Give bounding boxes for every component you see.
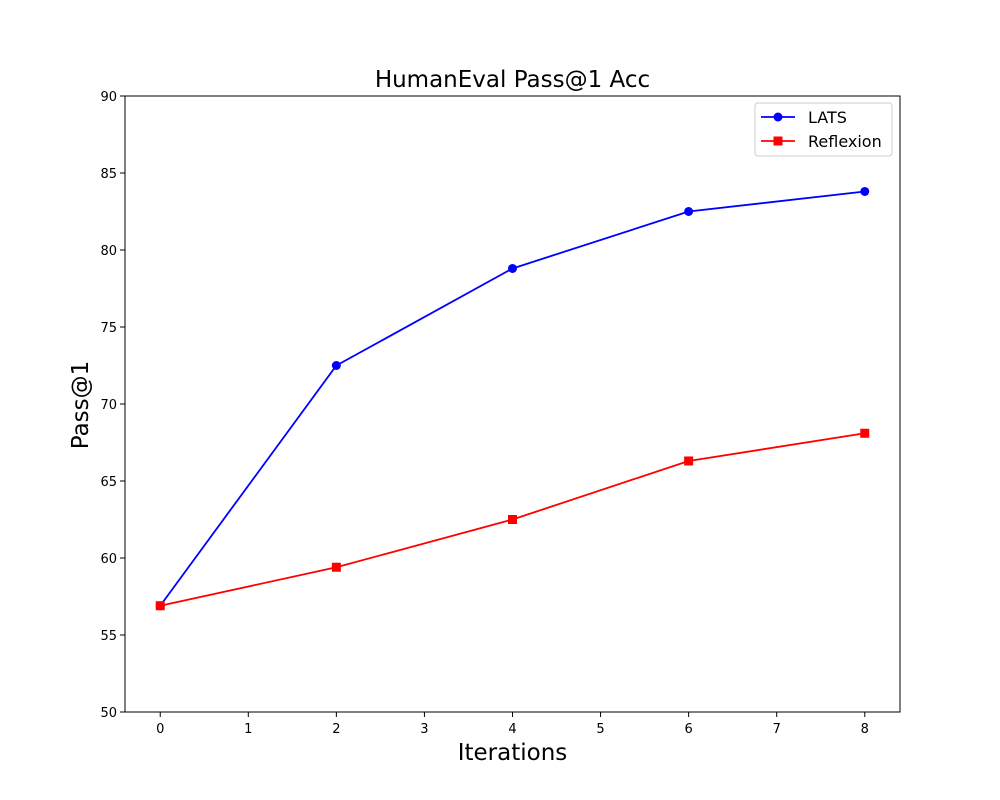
series-layer — [155, 186, 870, 611]
series-reflexion — [155, 428, 870, 611]
x-axis-label: Iterations — [458, 740, 568, 766]
legend-label: Reflexion — [808, 132, 882, 151]
data-point-reflexion — [508, 515, 517, 524]
legend: LATS Reflexion — [754, 102, 893, 157]
legend-item-reflexion: Reflexion — [761, 132, 882, 151]
data-point-reflexion — [155, 601, 165, 611]
y-tick-label: 65 — [100, 475, 117, 490]
legend-item-lats: LATS — [761, 108, 847, 127]
y-tick-label: 55 — [100, 629, 117, 644]
x-tick-label: 8 — [861, 722, 869, 737]
y-tick-label: 90 — [100, 90, 117, 105]
x-tick-label: 4 — [508, 722, 516, 737]
y-axis: 50 55 60 65 70 75 80 85 90 — [100, 90, 125, 721]
data-point-lats — [684, 207, 694, 216]
data-point-reflexion — [331, 562, 341, 572]
x-tick-label: 3 — [420, 722, 428, 737]
data-point-lats — [508, 263, 517, 273]
plot-frame — [124, 95, 901, 713]
data-point-lats — [860, 186, 870, 196]
data-point-reflexion — [684, 456, 694, 466]
x-tick-label: 6 — [684, 722, 692, 737]
series-line-lats — [159, 190, 865, 607]
x-tick-label: 7 — [773, 722, 781, 737]
chart-title: HumanEval Pass@1 Acc — [375, 67, 650, 93]
x-tick-label: 2 — [332, 722, 340, 737]
legend-label: LATS — [808, 108, 847, 127]
y-tick-label: 50 — [100, 706, 117, 721]
data-point-lats — [331, 361, 341, 370]
legend-marker — [773, 112, 783, 122]
y-tick-label: 80 — [100, 244, 117, 259]
y-tick-label: 60 — [100, 552, 117, 567]
series-lats — [155, 186, 870, 611]
y-tick-label: 75 — [100, 321, 117, 336]
x-tick-label: 1 — [244, 722, 252, 737]
x-tick-label: 5 — [596, 722, 604, 737]
y-tick-label: 85 — [100, 167, 117, 182]
x-axis: 0 1 2 3 4 5 6 7 8 — [156, 712, 869, 737]
data-point-reflexion — [860, 428, 870, 438]
legend-marker — [773, 136, 783, 146]
x-tick-label: 0 — [156, 722, 164, 737]
y-axis-label: Pass@1 — [68, 361, 94, 450]
y-tick-label: 70 — [100, 398, 117, 413]
plot-area — [124, 95, 901, 713]
